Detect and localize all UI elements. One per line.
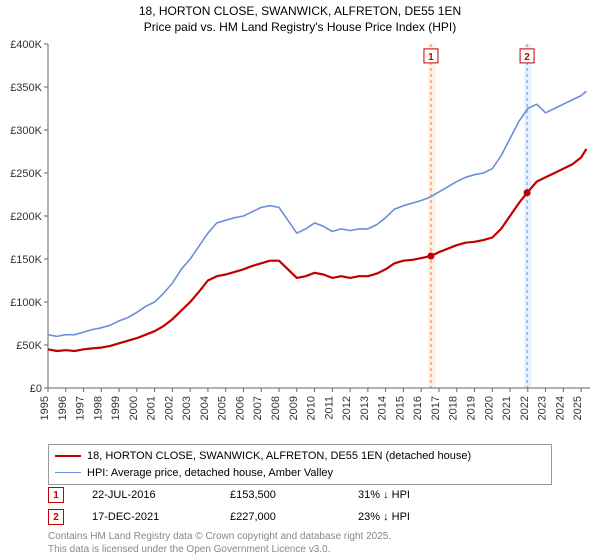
y-tick-label: £0 — [30, 383, 42, 395]
legend-label: 18, HORTON CLOSE, SWANWICK, ALFRETON, DE… — [87, 448, 471, 465]
x-tick-label: 2004 — [199, 396, 211, 420]
sale-point — [524, 189, 531, 196]
x-tick-label: 2024 — [554, 396, 566, 420]
copyright: Contains HM Land Registry data © Crown c… — [48, 531, 391, 556]
sale-price: £227,000 — [230, 511, 330, 523]
x-tick-label: 2019 — [465, 396, 477, 420]
sale-row: 2 17-DEC-2021 £227,000 23% ↓ HPI — [48, 506, 552, 528]
x-tick-label: 2017 — [430, 396, 442, 420]
x-tick-label: 2003 — [181, 396, 193, 420]
x-tick-label: 2008 — [270, 396, 282, 420]
x-tick-label: 1998 — [92, 396, 104, 420]
legend: 18, HORTON CLOSE, SWANWICK, ALFRETON, DE… — [48, 444, 552, 485]
y-tick-label: £50K — [16, 340, 42, 352]
sale-row-marker: 2 — [48, 509, 64, 525]
chart-container: 18, HORTON CLOSE, SWANWICK, ALFRETON, DE… — [0, 0, 600, 560]
x-tick-label: 2015 — [394, 396, 406, 420]
x-tick-label: 1997 — [75, 396, 87, 420]
legend-swatch — [55, 472, 81, 473]
x-tick-label: 2016 — [412, 396, 424, 420]
y-tick-label: £100K — [10, 297, 42, 309]
y-tick-label: £350K — [10, 82, 42, 94]
x-tick-label: 2001 — [146, 396, 158, 420]
sale-row-marker: 1 — [48, 487, 64, 503]
x-tick-label: 2005 — [217, 396, 229, 420]
x-tick-label: 2020 — [483, 396, 495, 420]
sale-row: 1 22-JUL-2016 £153,500 31% ↓ HPI — [48, 484, 552, 506]
highlight-band — [524, 44, 531, 388]
x-tick-label: 1995 — [39, 396, 51, 420]
x-tick-label: 2022 — [519, 396, 531, 420]
series-hpi — [48, 91, 586, 336]
title-line-1: 18, HORTON CLOSE, SWANWICK, ALFRETON, DE… — [0, 4, 600, 20]
x-tick-label: 1999 — [110, 396, 122, 420]
x-tick-label: 2025 — [572, 396, 584, 420]
x-tick-label: 2011 — [323, 396, 335, 420]
y-tick-label: £200K — [10, 211, 42, 223]
chart-svg: £0 £50K £100K £150K £200K £250K £300K £350K £400… — [0, 38, 600, 438]
title-line-2: Price paid vs. HM Land Registry's House … — [0, 20, 600, 36]
x-tick-label: 2014 — [377, 396, 389, 420]
legend-item: HPI: Average price, detached house, Ambe… — [55, 465, 545, 482]
x-tick-label: 2009 — [288, 396, 300, 420]
series-price_paid — [48, 149, 586, 351]
sale-marker-number: 1 — [428, 52, 434, 63]
x-tick-label: 2007 — [252, 396, 264, 420]
sale-pct: 23% ↓ HPI — [358, 511, 478, 523]
sale-price: £153,500 — [230, 489, 330, 501]
x-tick-label: 2002 — [163, 396, 175, 420]
x-tick-label: 2012 — [341, 396, 353, 420]
x-tick-label: 2023 — [537, 396, 549, 420]
legend-label: HPI: Average price, detached house, Ambe… — [87, 465, 333, 482]
x-tick-label: 2018 — [448, 396, 460, 420]
title-block: 18, HORTON CLOSE, SWANWICK, ALFRETON, DE… — [0, 0, 600, 35]
x-tick-label: 2013 — [359, 396, 371, 420]
x-tick-label: 2010 — [306, 396, 318, 420]
sales-table: 1 22-JUL-2016 £153,500 31% ↓ HPI 2 17-DEC-202… — [48, 484, 552, 528]
sale-date: 22-JUL-2016 — [92, 489, 202, 501]
x-tick-label: 1996 — [57, 396, 69, 420]
x-tick-label: 2000 — [128, 396, 140, 420]
x-tick-label: 2021 — [501, 396, 513, 420]
x-tick-label: 2006 — [234, 396, 246, 420]
sale-date: 17-DEC-2021 — [92, 511, 202, 523]
y-tick-label: £150K — [10, 254, 42, 266]
chart-area: £0 £50K £100K £150K £200K £250K £300K £350K £400… — [0, 38, 600, 438]
y-tick-label: £400K — [10, 39, 42, 51]
sale-pct: 31% ↓ HPI — [358, 489, 478, 501]
y-tick-label: £250K — [10, 168, 42, 180]
highlight-band — [428, 44, 435, 388]
legend-swatch — [55, 455, 81, 457]
y-tick-label: £300K — [10, 125, 42, 137]
sale-marker-number: 2 — [524, 52, 530, 63]
copyright-line-1: Contains HM Land Registry data © Crown c… — [48, 531, 391, 544]
legend-item: 18, HORTON CLOSE, SWANWICK, ALFRETON, DE… — [55, 448, 545, 465]
copyright-line-2: This data is licensed under the Open Gov… — [48, 544, 391, 557]
sale-point — [427, 252, 434, 259]
